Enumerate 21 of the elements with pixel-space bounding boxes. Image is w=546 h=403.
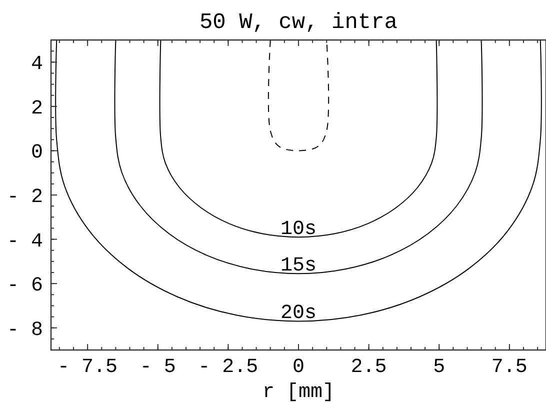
x-tick-label: 2.5	[350, 356, 387, 379]
x-tick-label: - 5	[140, 356, 176, 379]
line-series	[55, 40, 542, 322]
y-tick-label: 2	[30, 97, 43, 120]
x-tick-label: - 2.5	[198, 356, 258, 379]
y-tick-label: 0	[30, 142, 43, 165]
y-tick-label: - 6	[6, 274, 43, 298]
y-tick-label: 4	[30, 53, 43, 76]
y-tick-label: - 4	[6, 230, 43, 254]
x-tick-label: 0	[292, 356, 305, 379]
x-tick-label: 7.5	[491, 356, 528, 379]
line-series	[159, 40, 438, 238]
y-tick-label: - 8	[6, 318, 43, 342]
x-tick-label: - 7.5	[58, 356, 118, 379]
series-label: 15s	[280, 254, 317, 278]
series-label: 20s	[280, 302, 317, 326]
x-tick-label: 5	[433, 356, 446, 379]
chart-title: 50 W, cw, intra	[199, 10, 398, 35]
y-tick-label: - 2	[6, 186, 43, 209]
series-label: 10s	[280, 218, 317, 242]
x-axis-title: r [mm]	[262, 381, 335, 403]
